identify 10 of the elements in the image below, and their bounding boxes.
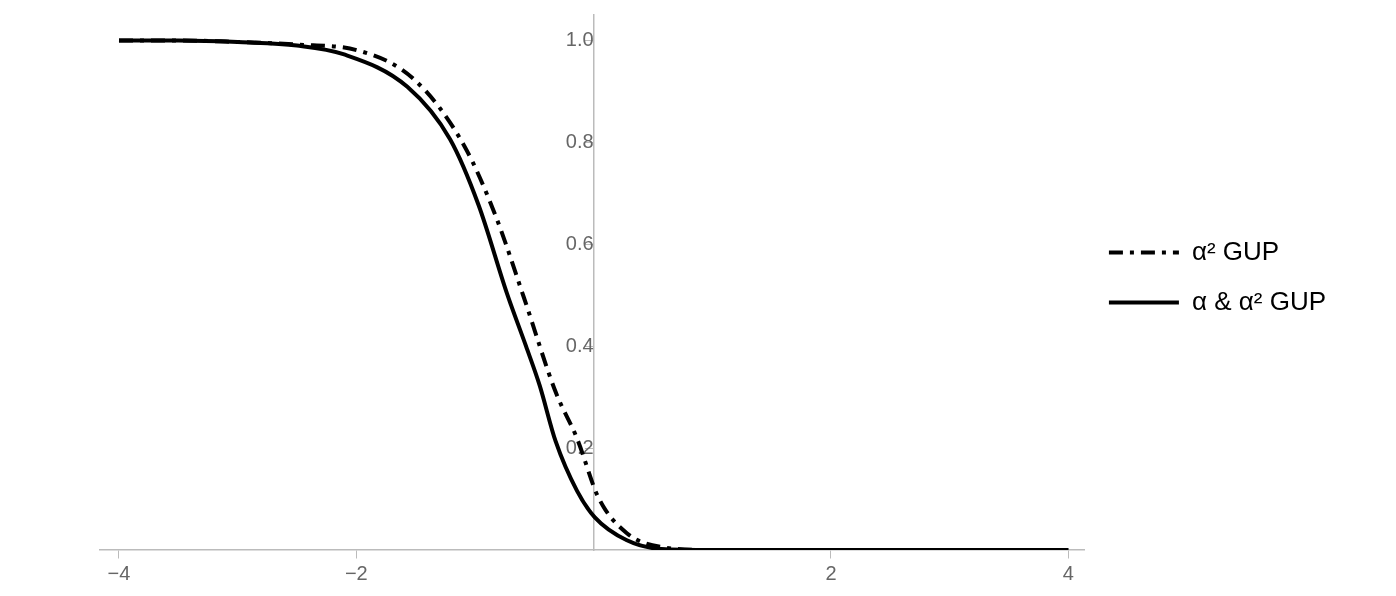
x-tick-label: −4: [107, 561, 131, 584]
legend-label: α & α² GUP: [1191, 285, 1326, 316]
y-tick-label: 0.8: [565, 129, 594, 152]
x-tick-label: 4: [1062, 561, 1074, 584]
x-tick-label: 2: [825, 561, 837, 584]
y-tick-label: 0.6: [565, 231, 594, 254]
legend-label: α² GUP: [1191, 235, 1280, 266]
y-tick-label: 0.4: [565, 333, 594, 356]
y-tick-label: 1.0: [565, 27, 594, 50]
x-tick-label: −2: [344, 561, 368, 584]
